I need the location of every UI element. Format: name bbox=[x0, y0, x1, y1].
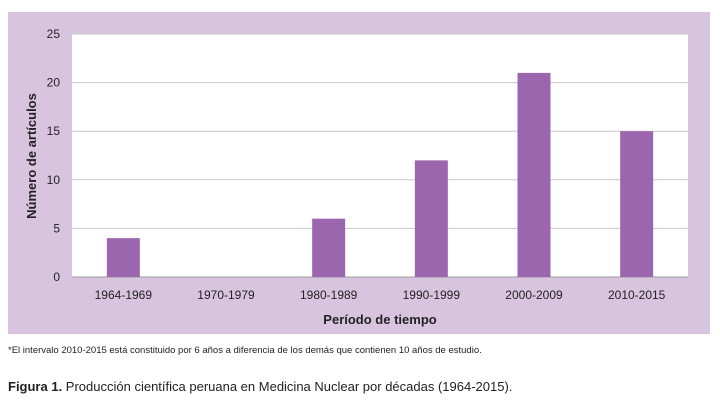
figure-label: Figura 1. bbox=[8, 379, 63, 394]
bar-1980-1989 bbox=[312, 218, 346, 277]
x-tick-label: 1970-1979 bbox=[197, 288, 255, 302]
x-tick-label: 1980-1989 bbox=[300, 288, 358, 302]
bar-2000-2009 bbox=[517, 72, 551, 277]
x-tick-label: 2010-2015 bbox=[608, 288, 666, 302]
bar-1964-1969 bbox=[106, 238, 140, 277]
y-tick-labels: 0 5 10 15 20 25 bbox=[47, 27, 61, 284]
x-tick-labels: 1964-1969 1970-1979 1980-1989 1990-1999 2000… bbox=[95, 288, 666, 302]
y-tick-label: 20 bbox=[47, 76, 61, 90]
y-axis-title: Número de artículos bbox=[24, 93, 39, 219]
bar-1990-1999 bbox=[414, 160, 448, 277]
x-tick-label: 2000-2009 bbox=[505, 288, 563, 302]
bars bbox=[106, 72, 654, 277]
figure-caption: Figura 1. Producción científica peruana … bbox=[8, 379, 512, 394]
y-tick-label: 15 bbox=[47, 124, 61, 138]
y-tick-label: 10 bbox=[47, 173, 61, 187]
chart-frame: 0 5 10 15 20 25 1964-1969 1970-1979 1980-1989 19… bbox=[8, 12, 710, 334]
y-tick-label: 25 bbox=[47, 27, 61, 41]
plot-area bbox=[72, 34, 688, 277]
caption-text: Producción científica peruana en Medicin… bbox=[62, 379, 513, 394]
x-axis-title: Período de tiempo bbox=[323, 312, 436, 327]
y-tick-label: 5 bbox=[53, 221, 60, 235]
bar-2010-2015 bbox=[620, 131, 654, 277]
footnote: *El intervalo 2010-2015 está constituido… bbox=[8, 345, 482, 356]
x-tick-label: 1990-1999 bbox=[403, 288, 461, 302]
y-tick-label: 0 bbox=[53, 270, 60, 284]
grid-lines bbox=[72, 33, 688, 278]
x-tick-label: 1964-1969 bbox=[95, 288, 153, 302]
